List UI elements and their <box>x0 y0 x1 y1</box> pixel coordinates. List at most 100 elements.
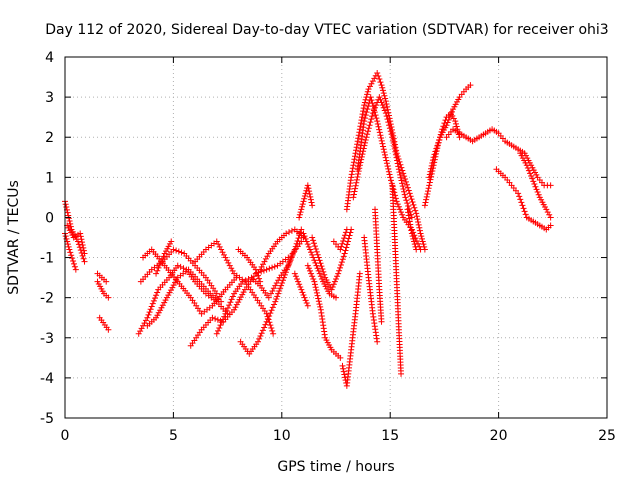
data-marker <box>365 125 372 132</box>
data-marker <box>337 246 344 253</box>
data-marker <box>516 193 523 200</box>
data-marker <box>364 91 371 98</box>
data-marker <box>309 251 316 258</box>
data-marker <box>426 171 433 178</box>
data-marker <box>231 306 238 313</box>
data-marker <box>237 294 244 301</box>
data-marker <box>236 296 243 303</box>
series-s35 <box>443 126 554 189</box>
data-marker <box>228 265 235 272</box>
series-s18 <box>267 226 305 297</box>
data-marker <box>229 267 236 274</box>
data-marker <box>405 212 412 219</box>
data-marker <box>399 211 406 218</box>
data-marker <box>311 278 318 285</box>
data-marker <box>309 273 316 280</box>
data-marker <box>254 272 261 279</box>
data-marker <box>301 195 308 202</box>
data-marker <box>212 315 219 322</box>
data-marker <box>416 227 423 234</box>
data-marker <box>376 129 383 136</box>
data-marker <box>379 87 386 94</box>
data-marker <box>379 84 386 91</box>
data-marker <box>213 290 220 297</box>
series-s26 <box>343 70 428 253</box>
data-marker <box>406 218 413 225</box>
data-marker <box>146 309 153 316</box>
data-marker <box>154 267 161 274</box>
data-marker <box>388 177 395 184</box>
data-marker <box>259 327 266 334</box>
data-marker <box>360 105 367 112</box>
data-marker <box>218 319 225 326</box>
data-marker <box>229 293 236 300</box>
data-marker <box>362 112 369 119</box>
series-s20 <box>296 182 316 221</box>
data-marker <box>283 230 290 237</box>
series-s4 <box>94 270 110 285</box>
data-marker <box>163 294 170 301</box>
data-marker <box>404 184 411 191</box>
data-marker <box>302 190 309 197</box>
data-marker <box>296 232 303 239</box>
data-marker <box>245 275 252 282</box>
data-marker <box>383 160 390 167</box>
data-marker <box>387 174 394 181</box>
data-marker <box>222 310 229 317</box>
data-marker <box>219 316 226 323</box>
y-tick-label: -5 <box>40 411 54 427</box>
data-marker <box>278 282 285 289</box>
data-marker <box>275 290 282 297</box>
data-marker <box>165 292 172 299</box>
series-s23 <box>309 226 355 293</box>
data-marker <box>392 148 399 155</box>
data-marker <box>418 233 425 240</box>
data-marker <box>519 202 526 209</box>
data-marker <box>403 197 410 204</box>
data-marker <box>80 247 87 254</box>
data-marker <box>348 171 355 178</box>
data-marker <box>385 119 392 126</box>
data-marker <box>405 187 412 194</box>
data-marker <box>105 326 112 333</box>
data-marker <box>67 249 74 256</box>
data-marker <box>310 237 317 244</box>
data-marker <box>391 145 398 152</box>
data-marker <box>530 178 537 185</box>
data-marker <box>306 246 313 253</box>
data-marker <box>524 164 531 171</box>
data-marker <box>413 213 420 220</box>
data-marker <box>253 269 260 276</box>
data-marker <box>277 285 284 292</box>
data-marker <box>222 254 229 261</box>
data-marker <box>290 249 297 256</box>
data-marker <box>401 173 408 180</box>
data-marker <box>265 294 272 301</box>
data-marker <box>408 230 415 237</box>
data-marker <box>428 165 435 172</box>
y-tick-label: 4 <box>45 50 54 66</box>
data-marker <box>168 238 175 245</box>
data-marker <box>77 233 84 240</box>
data-marker <box>64 209 71 216</box>
data-marker <box>291 270 298 277</box>
data-marker <box>70 260 77 267</box>
data-marker <box>383 113 390 120</box>
data-marker <box>338 243 345 250</box>
data-marker <box>162 297 169 304</box>
data-marker <box>153 292 160 299</box>
data-marker <box>394 201 401 208</box>
data-marker <box>409 233 416 240</box>
plot-frame <box>64 56 608 419</box>
series-s29 <box>361 234 381 345</box>
data-marker <box>272 282 279 289</box>
data-marker <box>422 199 429 206</box>
data-marker <box>297 229 304 236</box>
data-marker <box>453 123 460 130</box>
data-marker <box>167 287 174 294</box>
data-marker <box>402 178 409 185</box>
data-marker <box>380 104 387 111</box>
data-marker <box>333 275 339 282</box>
data-marker <box>256 275 263 282</box>
data-marker <box>402 176 409 183</box>
